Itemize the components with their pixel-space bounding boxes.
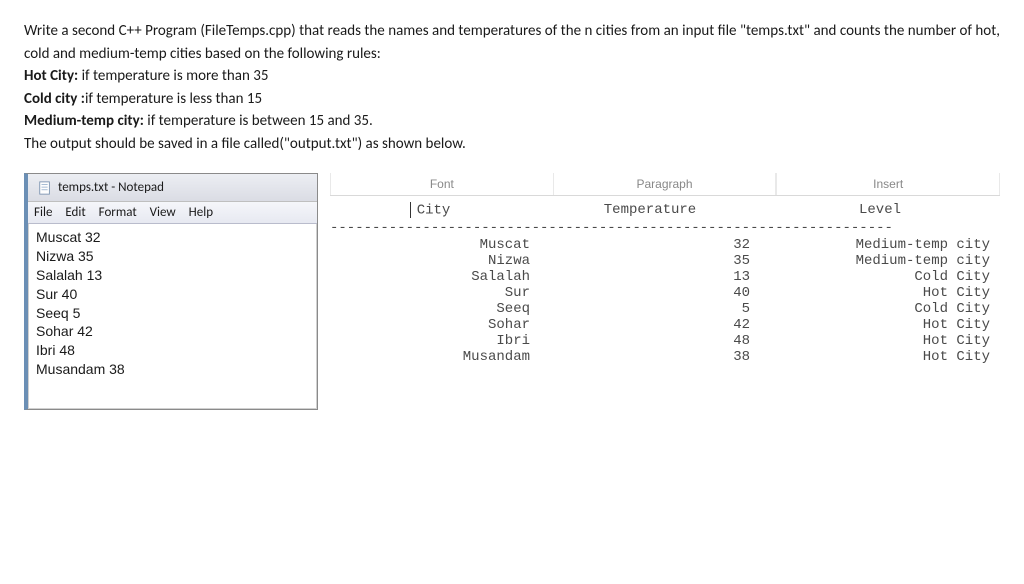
menu-view[interactable]: View bbox=[150, 205, 176, 220]
cell-temp: 13 bbox=[550, 269, 770, 285]
cell-temp: 32 bbox=[550, 237, 770, 253]
cell-temp: 35 bbox=[550, 253, 770, 269]
table-row: Muscat32Medium-temp city bbox=[330, 237, 1000, 253]
table-row: Sohar42Hot City bbox=[330, 317, 1000, 333]
notepad-menubar[interactable]: File Edit Format View Help bbox=[28, 202, 317, 224]
header-temp: Temperature bbox=[550, 202, 770, 219]
tab-font[interactable]: Font bbox=[330, 173, 554, 195]
cell-level: Hot City bbox=[770, 333, 1000, 349]
cell-city: Sohar bbox=[330, 317, 550, 333]
table-row: Nizwa35Medium-temp city bbox=[330, 253, 1000, 269]
header-level: Level bbox=[770, 202, 1000, 219]
table-row: Ibri48Hot City bbox=[330, 333, 1000, 349]
cell-temp: 38 bbox=[550, 349, 770, 365]
hot-text: if temperature is more than 35 bbox=[78, 67, 268, 85]
cold-text: if temperature is less than 15 bbox=[85, 90, 262, 108]
table-row: Salalah13Cold City bbox=[330, 269, 1000, 285]
ribbon-tabs: Font Paragraph Insert bbox=[330, 173, 1000, 196]
medium-label: Medium-temp city: bbox=[24, 112, 144, 130]
tab-paragraph[interactable]: Paragraph bbox=[554, 173, 777, 195]
table-row: Sur40Hot City bbox=[330, 285, 1000, 301]
cell-level: Cold City bbox=[770, 269, 1000, 285]
notepad-window: temps.txt - Notepad File Edit Format Vie… bbox=[24, 173, 318, 410]
output-instruction: The output should be saved in a file cal… bbox=[24, 133, 1000, 156]
output-header-row: City Temperature Level bbox=[330, 202, 1000, 219]
cell-level: Hot City bbox=[770, 349, 1000, 365]
hot-label: Hot City: bbox=[24, 67, 78, 85]
cell-level: Cold City bbox=[770, 301, 1000, 317]
notepad-titlebar: temps.txt - Notepad bbox=[28, 174, 317, 202]
cell-city: Ibri bbox=[330, 333, 550, 349]
cell-temp: 5 bbox=[550, 301, 770, 317]
cell-city: Muscat bbox=[330, 237, 550, 253]
problem-statement: Write a second C++ Program (FileTemps.cp… bbox=[24, 20, 1000, 155]
cell-level: Medium-temp city bbox=[770, 237, 1000, 253]
dash-line: ----------------------------------------… bbox=[330, 220, 1000, 236]
cell-city: Nizwa bbox=[330, 253, 550, 269]
menu-edit[interactable]: Edit bbox=[65, 205, 85, 220]
cell-temp: 40 bbox=[550, 285, 770, 301]
medium-text: if temperature is between 15 and 35. bbox=[144, 112, 373, 130]
output-table: Font Paragraph Insert City Temperature L… bbox=[330, 173, 1000, 365]
menu-format[interactable]: Format bbox=[99, 205, 137, 220]
cell-city: Sur bbox=[330, 285, 550, 301]
notepad-content[interactable]: Muscat 32 Nizwa 35 Salalah 13 Sur 40 See… bbox=[28, 224, 317, 409]
table-row: Musandam38Hot City bbox=[330, 349, 1000, 365]
cell-city: Musandam bbox=[330, 349, 550, 365]
cell-city: Seeq bbox=[330, 301, 550, 317]
header-city: City bbox=[417, 203, 451, 219]
table-row: Seeq5Cold City bbox=[330, 301, 1000, 317]
notepad-title: temps.txt - Notepad bbox=[58, 180, 164, 195]
cell-city: Salalah bbox=[330, 269, 550, 285]
menu-file[interactable]: File bbox=[34, 205, 52, 220]
intro-paragraph: Write a second C++ Program (FileTemps.cp… bbox=[24, 20, 1000, 65]
tab-insert[interactable]: Insert bbox=[776, 173, 1000, 195]
cell-level: Hot City bbox=[770, 285, 1000, 301]
menu-help[interactable]: Help bbox=[189, 205, 213, 220]
notepad-icon bbox=[38, 181, 52, 195]
cold-label: Cold city : bbox=[24, 90, 85, 108]
cell-level: Hot City bbox=[770, 317, 1000, 333]
cell-temp: 48 bbox=[550, 333, 770, 349]
cell-temp: 42 bbox=[550, 317, 770, 333]
cell-level: Medium-temp city bbox=[770, 253, 1000, 269]
